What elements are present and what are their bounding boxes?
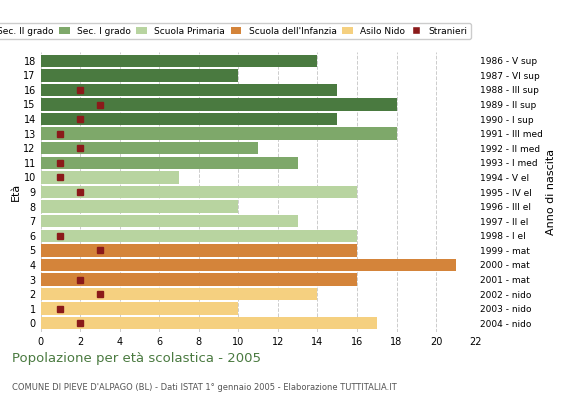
Bar bbox=[41, 98, 397, 111]
Bar bbox=[41, 54, 317, 67]
Bar bbox=[41, 200, 238, 213]
Text: COMUNE DI PIEVE D'ALPAGO (BL) - Dati ISTAT 1° gennaio 2005 - Elaborazione TUTTIT: COMUNE DI PIEVE D'ALPAGO (BL) - Dati IST… bbox=[12, 383, 396, 392]
Bar bbox=[41, 288, 317, 300]
Bar bbox=[41, 113, 337, 125]
Bar bbox=[41, 317, 377, 330]
Y-axis label: Anno di nascita: Anno di nascita bbox=[546, 149, 556, 235]
Y-axis label: Età: Età bbox=[10, 183, 20, 201]
Bar bbox=[41, 302, 238, 315]
Legend: Sec. II grado, Sec. I grado, Scuola Primaria, Scuola dell'Infanzia, Asilo Nido, : Sec. II grado, Sec. I grado, Scuola Prim… bbox=[0, 23, 471, 39]
Bar bbox=[41, 215, 298, 227]
Bar bbox=[41, 69, 238, 82]
Bar bbox=[41, 259, 456, 271]
Bar bbox=[41, 157, 298, 169]
Bar bbox=[41, 128, 397, 140]
Text: Popolazione per età scolastica - 2005: Popolazione per età scolastica - 2005 bbox=[12, 352, 260, 365]
Bar bbox=[41, 273, 357, 286]
Bar bbox=[41, 230, 357, 242]
Bar bbox=[41, 244, 357, 256]
Bar bbox=[41, 142, 258, 154]
Bar bbox=[41, 186, 357, 198]
Bar bbox=[41, 84, 337, 96]
Bar bbox=[41, 171, 179, 184]
